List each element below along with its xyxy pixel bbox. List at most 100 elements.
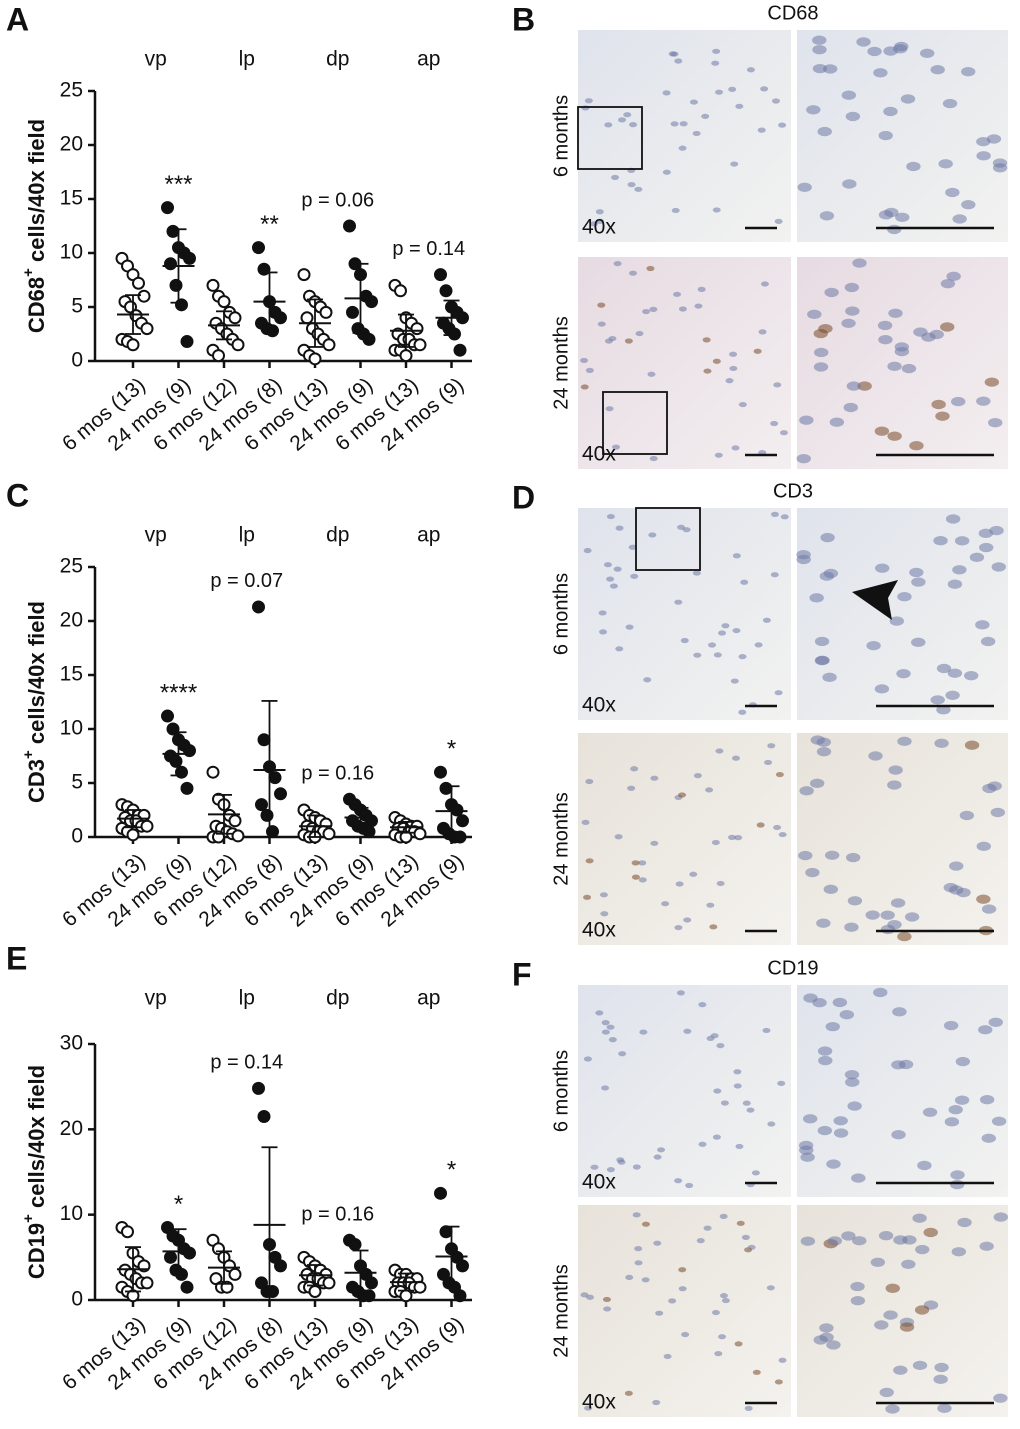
- cell-nucleus: [901, 363, 917, 374]
- cell-nucleus: [643, 677, 652, 683]
- cell-nucleus: [823, 568, 839, 579]
- cell-nucleus: [676, 990, 685, 996]
- cell-nucleus: [599, 892, 608, 898]
- cell-nucleus: [601, 1085, 610, 1091]
- cell-nucleus: [888, 308, 903, 318]
- row-label: 6 months: [550, 95, 572, 177]
- cell-nucleus: [961, 66, 976, 77]
- cell-nucleus: [663, 1353, 672, 1360]
- p-value-label: p = 0.16: [301, 762, 374, 784]
- data-point: [164, 1250, 177, 1264]
- cell-nucleus: [746, 1107, 755, 1113]
- cell-nucleus: [988, 1017, 1003, 1027]
- cell-nucleus: [779, 430, 788, 436]
- cell-nucleus: [732, 553, 741, 559]
- y-tick-label: 20: [60, 1117, 83, 1140]
- cell-nucleus: [826, 1340, 841, 1350]
- cell-nucleus: [868, 751, 883, 761]
- cell-nucleus: [951, 396, 966, 407]
- cell-nucleus: [670, 121, 679, 127]
- cell-nucleus: [875, 563, 890, 573]
- data-point: [394, 284, 407, 298]
- cell-nucleus: [930, 695, 945, 705]
- cell-nucleus: [719, 1293, 728, 1299]
- cell-nucleus: [754, 642, 763, 648]
- data-point: [434, 268, 447, 282]
- cell-nucleus: [800, 1236, 816, 1246]
- cell-nucleus: [608, 1037, 617, 1043]
- micrograph: [797, 733, 1008, 945]
- data-point: [274, 1259, 287, 1273]
- cell-nucleus: [652, 1399, 661, 1406]
- data-point: [140, 819, 154, 833]
- cell-nucleus: [797, 182, 812, 192]
- cell-nucleus: [758, 329, 767, 335]
- data-point: [140, 1276, 154, 1290]
- cell-nucleus: [624, 1390, 633, 1396]
- significance-label: *: [447, 736, 456, 763]
- cell-nucleus: [683, 1028, 692, 1034]
- cell-nucleus: [909, 567, 924, 578]
- panel-letter: A: [6, 1, 29, 37]
- cell-nucleus: [650, 775, 659, 781]
- data-point: [164, 257, 177, 271]
- cell-nucleus: [950, 1179, 965, 1190]
- data-point: [439, 1225, 453, 1239]
- data-point: [217, 295, 231, 309]
- y-axis-title: CD19+ cells/40x field: [20, 1065, 48, 1279]
- cell-nucleus: [712, 48, 721, 54]
- cell-nucleus: [981, 904, 997, 914]
- cell-nucleus: [919, 48, 935, 58]
- cell-nucleus: [887, 224, 902, 235]
- y-tick-label: 15: [60, 187, 83, 210]
- data-point: [399, 1289, 413, 1303]
- cell-nucleus: [642, 308, 651, 315]
- cell-nucleus: [937, 1403, 952, 1413]
- cell-nucleus: [819, 211, 835, 221]
- cell-nucleus: [738, 401, 747, 408]
- cell-nucleus: [733, 1083, 742, 1089]
- cell-nucleus: [711, 60, 720, 66]
- cell-nucleus: [606, 576, 615, 582]
- cell-nucleus: [865, 910, 880, 920]
- cell-nucleus: [778, 1357, 787, 1363]
- data-point: [348, 1238, 362, 1252]
- cell-nucleus: [976, 151, 991, 161]
- cell-nucleus: [841, 90, 857, 100]
- cell-nucleus: [847, 1101, 862, 1111]
- data-point: [169, 754, 183, 768]
- cell-nucleus: [711, 839, 720, 846]
- cell-nucleus: [731, 755, 740, 761]
- y-tick-label: 30: [60, 1032, 83, 1055]
- cell-nucleus: [683, 917, 692, 923]
- cell-nucleus: [813, 362, 829, 372]
- cell-nucleus: [911, 577, 926, 587]
- group-label: ap: [417, 987, 440, 1010]
- cell-nucleus: [715, 89, 724, 95]
- p-value-label: p = 0.14: [392, 238, 465, 260]
- cell-nucleus: [747, 1244, 756, 1250]
- data-point: [453, 1289, 467, 1303]
- cell-nucleus: [883, 106, 898, 117]
- cell-nucleus: [716, 880, 725, 887]
- cell-nucleus: [935, 411, 950, 421]
- cell-nucleus: [897, 592, 912, 602]
- cell-nucleus: [650, 840, 659, 846]
- cell-nucleus: [887, 361, 902, 371]
- cell-nucleus: [703, 368, 712, 374]
- cell-nucleus: [944, 1117, 960, 1127]
- data-point: [322, 338, 336, 352]
- data-point: [252, 241, 265, 255]
- cell-nucleus: [646, 265, 655, 272]
- cell-nucleus: [744, 1405, 753, 1411]
- cell-nucleus: [599, 629, 608, 635]
- cell-nucleus: [674, 924, 683, 931]
- data-point: [346, 305, 359, 319]
- cell-nucleus: [693, 773, 702, 779]
- y-tick-label: 25: [60, 79, 83, 102]
- cell-nucleus: [952, 565, 967, 575]
- cell-nucleus: [796, 554, 811, 565]
- cell-nucleus: [890, 898, 906, 908]
- data-point: [137, 289, 151, 303]
- data-point: [183, 251, 196, 265]
